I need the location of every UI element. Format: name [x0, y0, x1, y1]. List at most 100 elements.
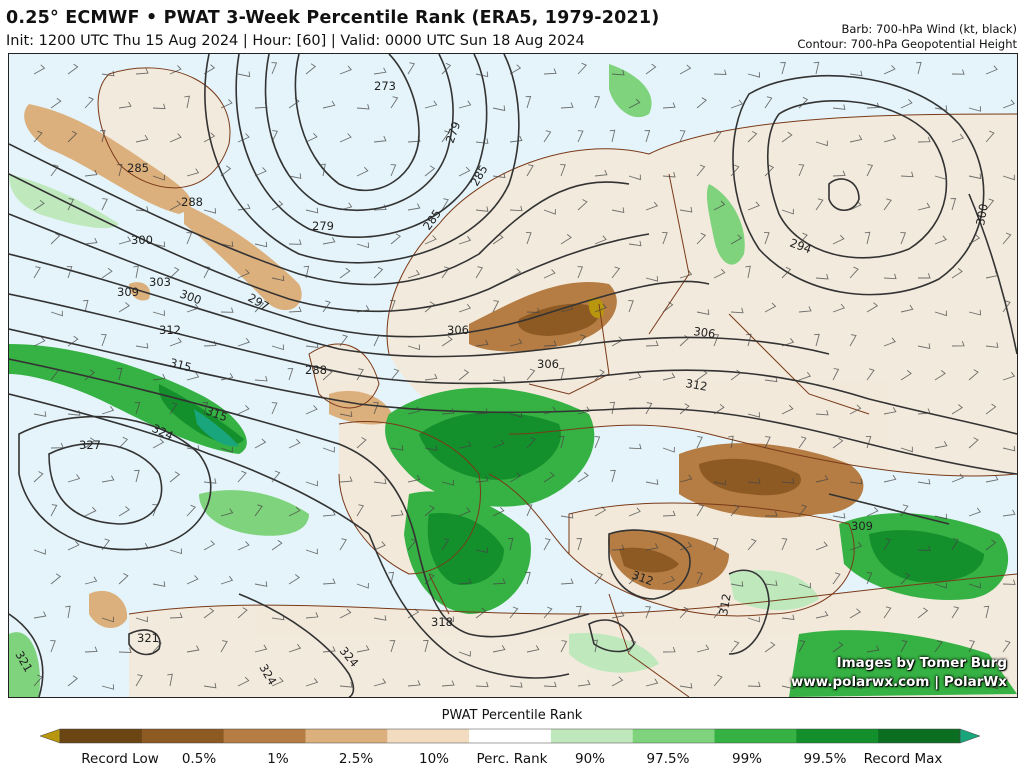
wind-barb: [373, 541, 386, 551]
wind-barb: [728, 435, 734, 449]
wind-barb: [526, 307, 540, 313]
wind-barb: [169, 65, 182, 75]
wind-barb: [696, 369, 708, 381]
wind-barb: [441, 616, 454, 623]
wind-barb: [696, 97, 707, 109]
wind-barb: [407, 136, 421, 143]
wind-barb: [458, 236, 472, 245]
wind-barb: [594, 96, 601, 109]
wind-barb: [526, 436, 536, 449]
wind-barb: [441, 266, 450, 279]
wind-barb: [813, 61, 820, 75]
wind-barb: [696, 309, 710, 315]
wind-barbs: [33, 61, 1016, 690]
wind-barb: [611, 266, 621, 279]
wind-barb: [696, 504, 705, 517]
wind-barb: [560, 578, 574, 585]
wind-barb: [441, 62, 452, 75]
wind-barb: [594, 169, 608, 177]
wind-barb: [322, 369, 333, 381]
wind-barb: [339, 133, 352, 143]
wind-barb: [373, 135, 387, 143]
wind-barb: [526, 368, 536, 381]
wind-barb: [764, 376, 778, 383]
wind-barb: [237, 404, 250, 415]
wind-barb: [186, 372, 200, 381]
wind-barb: [169, 612, 183, 619]
wind-barb: [373, 266, 384, 279]
wind-barb: [849, 134, 863, 143]
wind-barb: [101, 267, 113, 279]
wind-barb: [322, 300, 331, 313]
wind-barb: [900, 304, 914, 313]
colorbar-segment: [714, 729, 797, 743]
wind-barb: [560, 512, 574, 519]
wind-barb: [764, 580, 778, 586]
contour-label: 309: [117, 285, 139, 299]
wind-barb: [33, 130, 43, 143]
wind-barb: [407, 680, 421, 687]
wind-barb: [101, 70, 115, 77]
wind-barb: [186, 504, 196, 517]
wind-barb: [237, 133, 250, 143]
wind-barb: [747, 478, 761, 484]
wind-barb: [509, 682, 523, 688]
wind-barb: [696, 232, 707, 245]
wind-barb: [866, 506, 879, 517]
wind-barb: [866, 645, 880, 653]
wind-barb: [458, 578, 472, 585]
wind-barb: [915, 61, 922, 75]
wind-barb: [33, 64, 46, 75]
wind-barb: [101, 684, 115, 690]
wind-barb: [407, 406, 421, 415]
wind-barb: [832, 572, 841, 585]
wind-barb: [339, 538, 347, 551]
wind-barb: [628, 98, 641, 109]
wind-barb: [84, 96, 94, 109]
wind-barb: [662, 575, 676, 585]
wind-barb: [883, 538, 891, 551]
wind-barb: [968, 309, 982, 316]
wind-barb: [320, 163, 326, 177]
colorbar-segment: [632, 729, 716, 743]
wind-barb: [339, 202, 353, 211]
wind-barb: [407, 269, 421, 279]
weather-map: 273 279 279 285 285 285 288 288 294 297 …: [9, 54, 1017, 697]
wind-barb: [390, 445, 404, 451]
contour-label: 312: [684, 376, 708, 394]
wind-barb: [288, 506, 301, 517]
wind-barb: [662, 232, 668, 245]
wind-barb: [900, 232, 907, 245]
wind-barb: [356, 582, 369, 589]
wind-barb: [526, 645, 540, 653]
wind-barb: [288, 306, 302, 313]
wind-barb: [747, 201, 760, 211]
wind-barb: [798, 164, 805, 177]
wind-barb: [118, 436, 129, 449]
wind-barb: [985, 683, 999, 690]
wind-barb: [645, 678, 659, 687]
wind-barb: [628, 507, 641, 517]
wind-barb: [1002, 640, 1011, 653]
wind-barb: [407, 203, 421, 211]
wind-barb: [577, 130, 584, 143]
wind-barb: [254, 504, 263, 517]
wind-barb: [135, 343, 149, 349]
wind-barb: [679, 606, 689, 619]
wind-barb: [968, 507, 982, 517]
wind-barb: [644, 130, 651, 143]
wind-barb: [696, 164, 706, 177]
wind-barb: [934, 310, 947, 317]
wind-barb: [84, 237, 98, 245]
wind-barb: [356, 504, 365, 517]
wind-barb: [135, 206, 149, 212]
colorbar-label: 10%: [418, 751, 450, 767]
wind-barb: [101, 406, 115, 415]
wind-barb: [543, 68, 557, 75]
wind-barb: [968, 173, 982, 180]
wind-barb: [492, 300, 500, 313]
wind-barb: [798, 232, 808, 245]
wind-barb: [254, 300, 265, 313]
wind-barb: [1002, 371, 1016, 381]
colorbar-label: 99.5%: [803, 751, 847, 767]
